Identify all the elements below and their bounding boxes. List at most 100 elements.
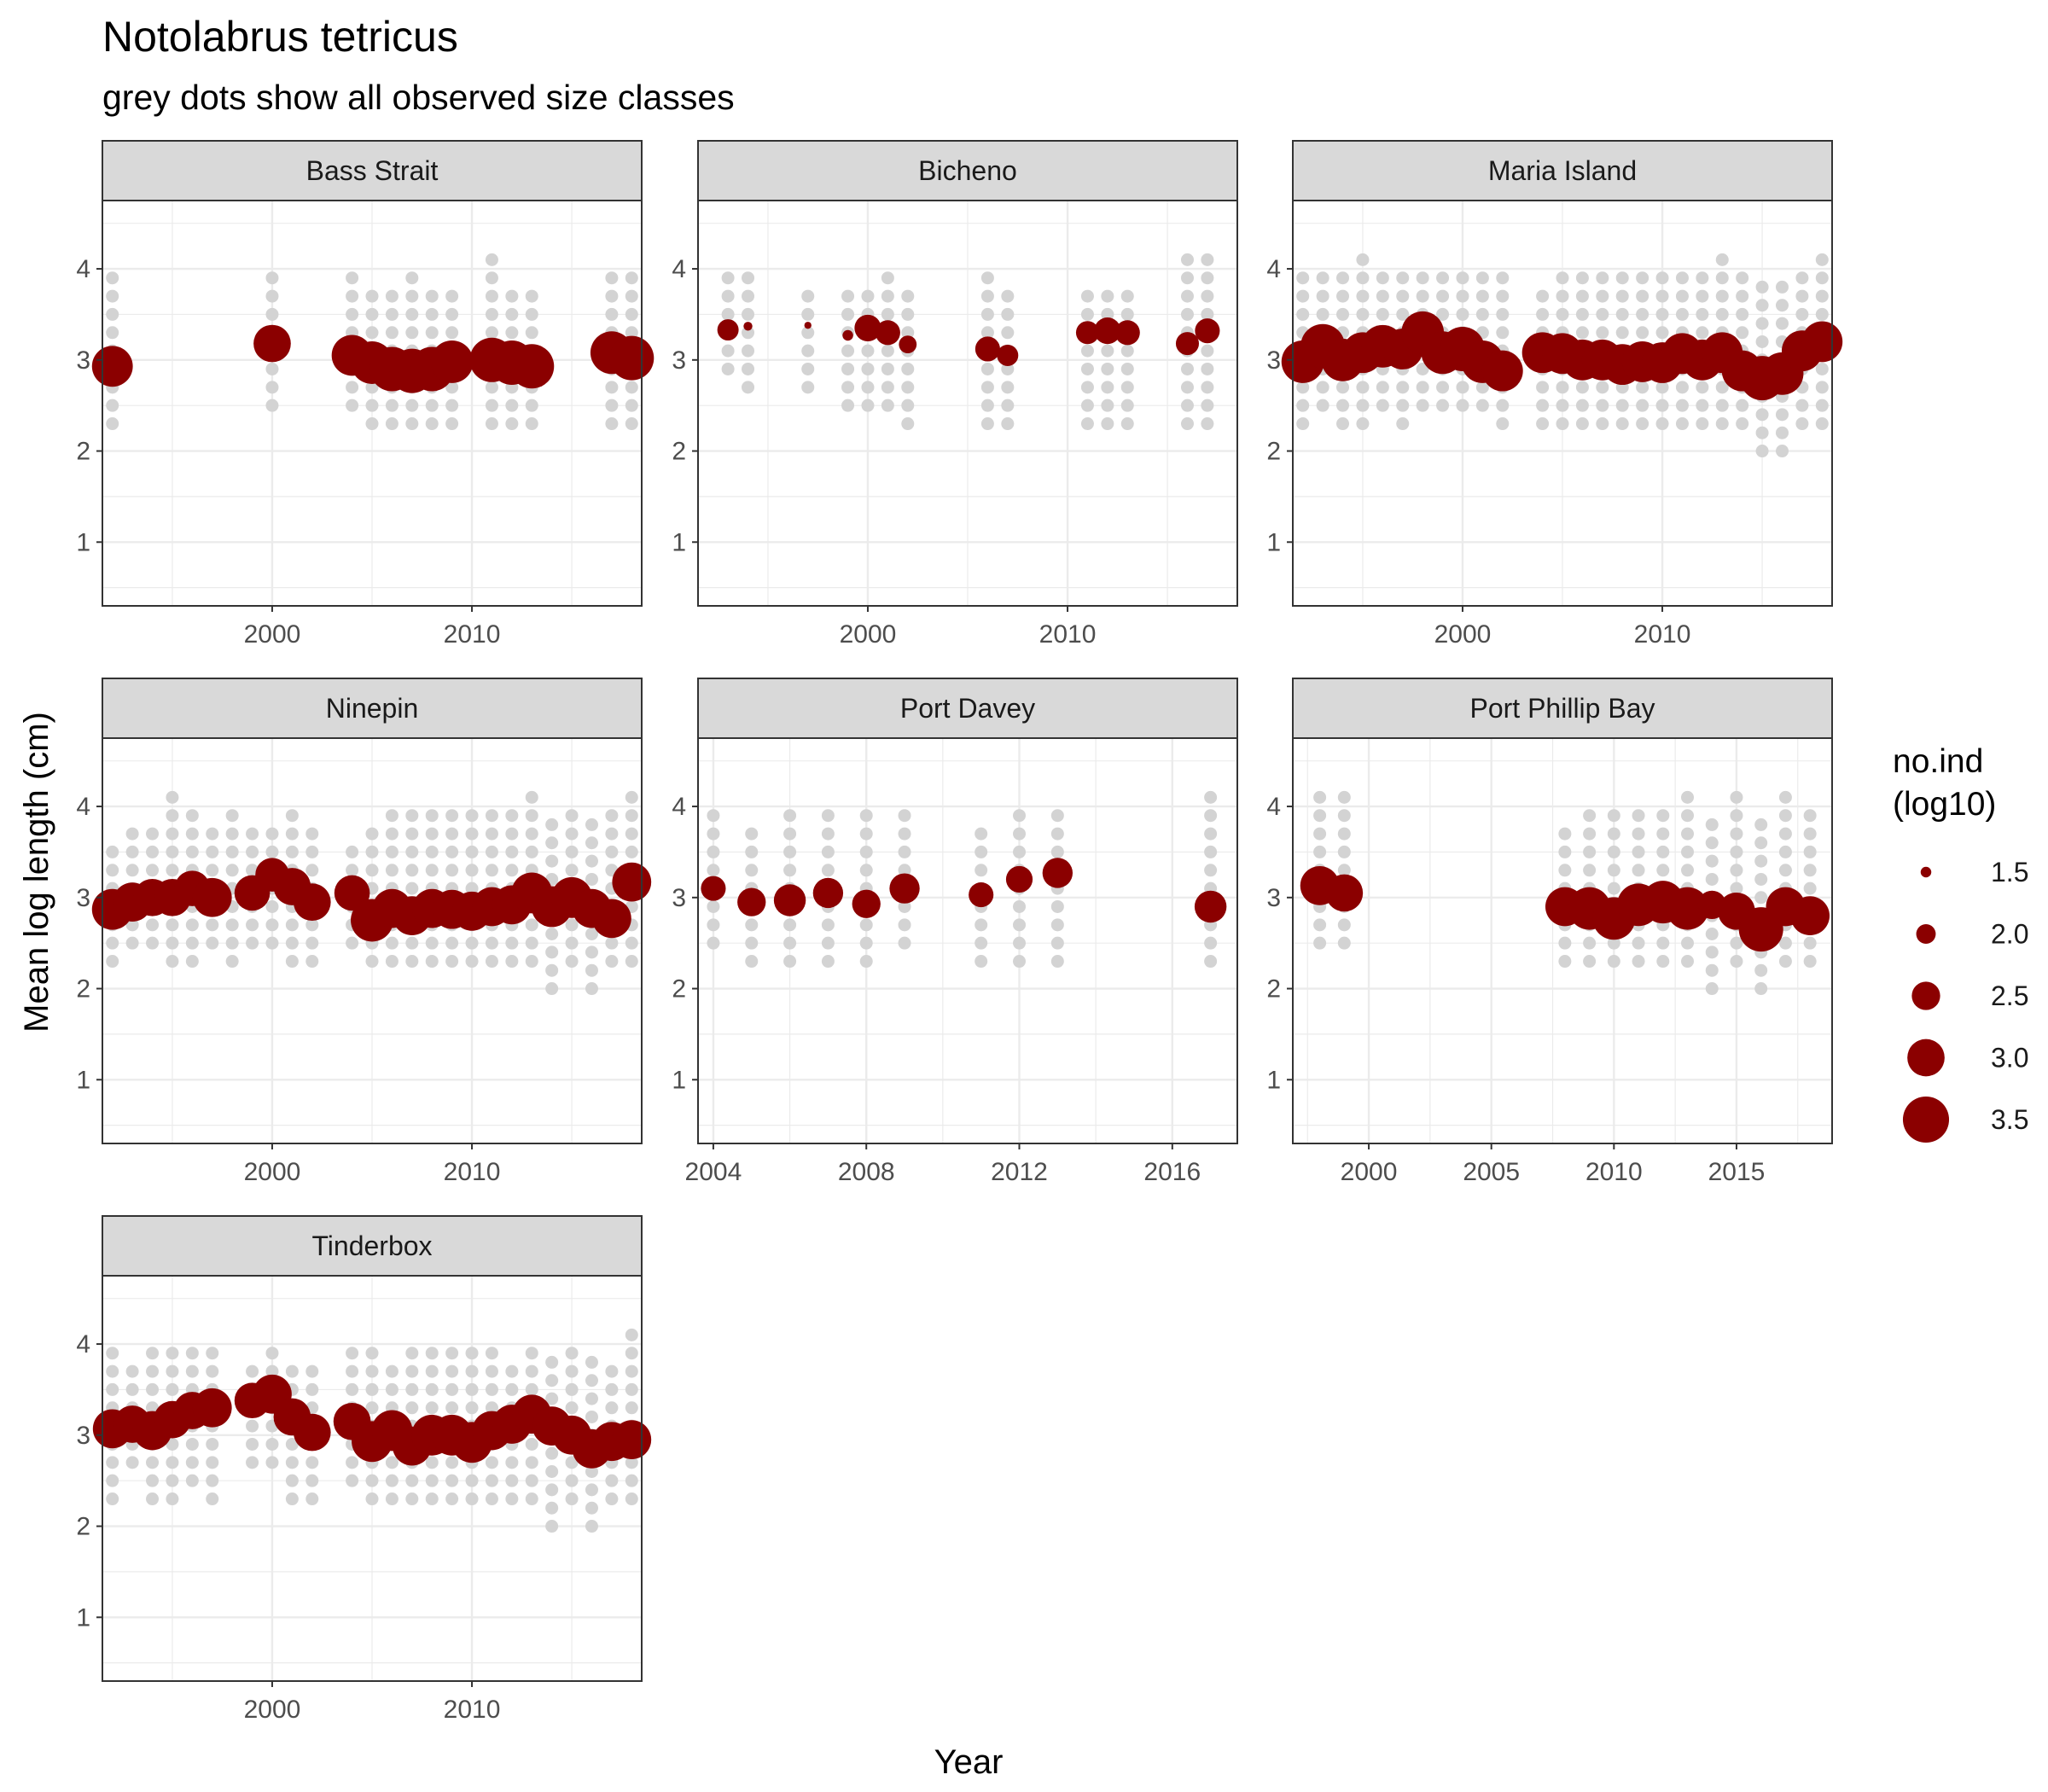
y-tick-label: 4	[76, 793, 90, 821]
size-class-point	[525, 1456, 538, 1469]
size-class-point	[485, 845, 498, 858]
size-class-point	[185, 1364, 199, 1378]
size-class-point	[1803, 845, 1817, 858]
size-class-point	[1013, 827, 1027, 841]
size-class-point	[585, 1392, 598, 1405]
size-class-point	[106, 1492, 119, 1506]
size-class-point	[1120, 289, 1134, 303]
size-class-point	[166, 1347, 179, 1360]
x-tick-label: 2012	[991, 1158, 1048, 1186]
size-class-point	[385, 864, 399, 877]
size-class-point	[346, 399, 359, 412]
size-class-point	[1803, 881, 1817, 895]
size-class-point	[745, 918, 759, 932]
legend-key-point	[1907, 1039, 1945, 1077]
size-class-point	[485, 1401, 498, 1415]
size-class-point	[1475, 289, 1489, 303]
size-class-point	[1655, 289, 1669, 303]
size-class-point	[1795, 271, 1809, 285]
size-class-point	[861, 381, 875, 394]
size-class-point	[465, 1347, 479, 1360]
size-class-point	[425, 809, 439, 823]
size-class-point	[1536, 399, 1550, 412]
size-class-point	[505, 289, 519, 303]
size-class-point	[605, 417, 619, 431]
size-class-point	[525, 809, 538, 823]
size-class-point	[445, 1364, 459, 1378]
size-class-point	[1001, 417, 1015, 431]
y-tick-label: 1	[672, 1066, 686, 1094]
size-class-point	[445, 381, 459, 394]
size-class-point	[106, 1474, 119, 1487]
size-class-point	[425, 1401, 439, 1415]
mean-points	[1300, 866, 1830, 952]
facet-strip	[697, 678, 1238, 739]
size-class-point	[146, 1401, 160, 1415]
size-class-point	[346, 307, 359, 321]
size-class-point	[425, 955, 439, 969]
size-class-point	[1803, 936, 1817, 950]
facet-strip-label: Ninepin	[326, 693, 419, 724]
size-class-point	[1496, 271, 1510, 285]
size-class-point	[365, 1401, 379, 1415]
size-class-point	[265, 1437, 279, 1451]
size-class-point	[365, 1347, 379, 1360]
size-class-point	[365, 1364, 379, 1378]
size-class-point	[841, 362, 855, 375]
size-class-point	[605, 845, 619, 858]
y-tick-label: 3	[76, 1422, 90, 1450]
size-class-point	[565, 1382, 579, 1396]
size-class-point	[425, 289, 439, 303]
size-class-point	[605, 827, 619, 841]
size-class-point	[1705, 982, 1719, 996]
size-class-point	[485, 864, 498, 877]
size-class-point	[405, 1401, 419, 1415]
size-class-point	[525, 1364, 538, 1378]
size-class-point	[265, 1347, 279, 1360]
size-class-point	[1583, 936, 1597, 950]
size-class-point	[346, 381, 359, 394]
mean-point	[612, 862, 652, 902]
mean-point	[609, 335, 655, 381]
size-class-point	[1456, 381, 1469, 394]
size-class-point	[1636, 271, 1649, 285]
x-tick-label: 2010	[1585, 1158, 1643, 1186]
size-class-point	[1201, 271, 1214, 285]
size-class-point	[625, 1382, 638, 1396]
size-class-point	[346, 1364, 359, 1378]
size-class-point	[1180, 381, 1194, 394]
size-class-point	[1180, 253, 1194, 266]
size-class-point	[1575, 289, 1589, 303]
size-class-point	[405, 827, 419, 841]
size-class-point	[246, 1456, 259, 1469]
size-class-point	[721, 362, 735, 375]
size-class-point	[721, 307, 735, 321]
size-class-point	[742, 326, 755, 340]
size-class-point	[185, 845, 199, 858]
size-class-point	[1001, 289, 1015, 303]
size-class-point	[565, 1492, 579, 1506]
x-axis-title: Year	[934, 1743, 1004, 1781]
size-class-point	[106, 936, 119, 950]
size-class-point	[1730, 809, 1743, 823]
size-class-point	[1376, 399, 1389, 412]
x-axis: 2000 2010	[840, 606, 1096, 649]
size-class-point	[346, 1456, 359, 1469]
size-class-point	[385, 1456, 399, 1469]
size-class-point	[1607, 809, 1620, 823]
size-class-point	[1436, 381, 1450, 394]
mean-point	[592, 899, 631, 939]
facet-bicheno: Bicheno 1 2 3 4 2000 2010	[672, 140, 1238, 649]
size-class-point	[745, 845, 759, 858]
size-class-point	[505, 1474, 519, 1487]
size-class-point	[206, 1437, 219, 1451]
size-class-point	[465, 864, 479, 877]
size-class-point	[801, 307, 815, 321]
size-class-point	[146, 827, 160, 841]
size-class-point	[783, 809, 797, 823]
size-class-point	[1201, 289, 1214, 303]
size-class-point	[1313, 790, 1327, 804]
size-class-point	[625, 307, 638, 321]
size-class-point	[385, 1474, 399, 1487]
size-class-point	[1705, 872, 1719, 886]
